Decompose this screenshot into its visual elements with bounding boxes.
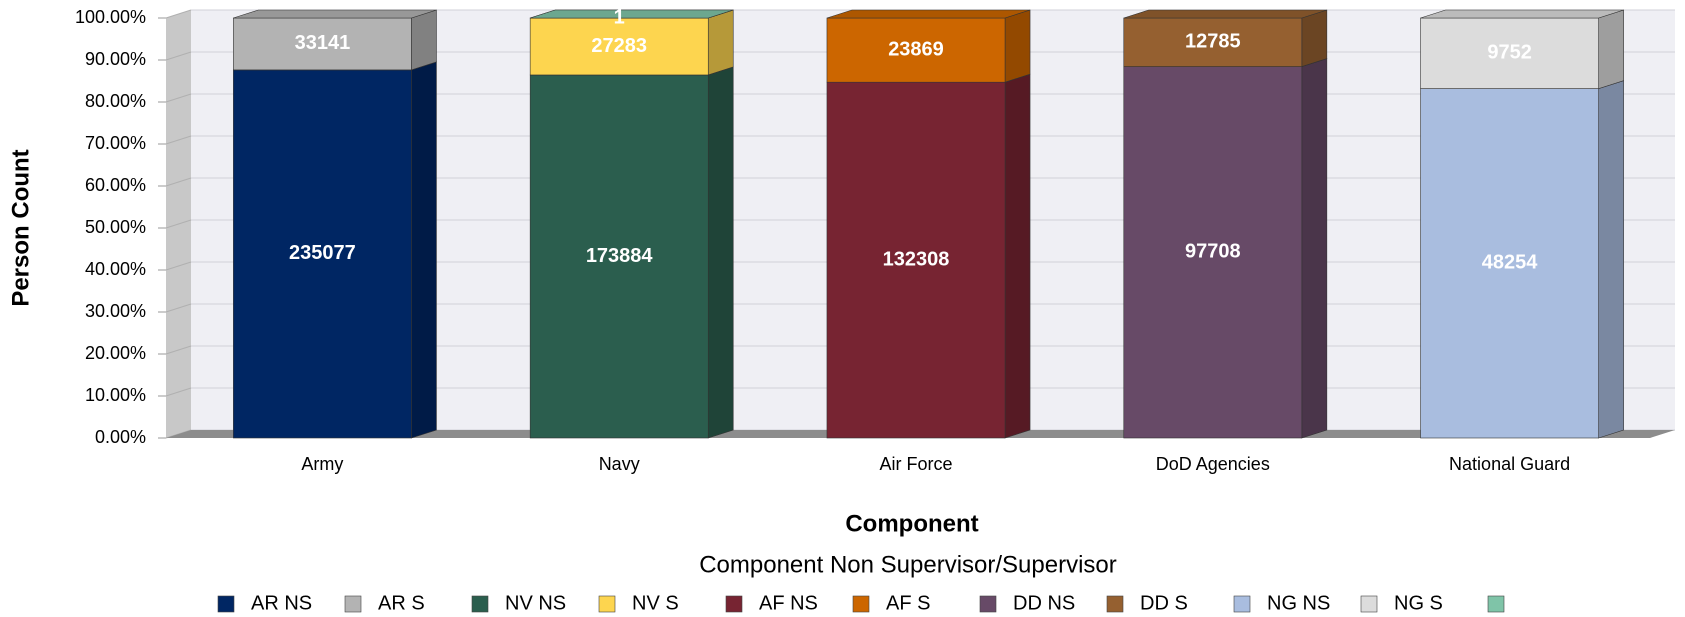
y-tick-label: 60.00% bbox=[85, 175, 146, 195]
bar-side bbox=[1004, 9, 1031, 83]
bar-segment bbox=[1123, 17, 1303, 67]
legend-title: Component Non Supervisor/Supervisor bbox=[699, 551, 1117, 578]
y-tick-label: 90.00% bbox=[85, 49, 146, 69]
value-label: 97708 bbox=[1185, 241, 1241, 263]
bar-top bbox=[530, 9, 734, 19]
value-label: 12785 bbox=[1185, 31, 1241, 53]
bar-segment bbox=[1123, 66, 1303, 439]
legend-swatch bbox=[725, 595, 743, 613]
x-tick-label: Army bbox=[301, 454, 343, 474]
x-axis-title: Component bbox=[845, 510, 978, 537]
y-tick-label: 30.00% bbox=[85, 301, 146, 321]
bar-side bbox=[707, 9, 734, 76]
value-label: 27283 bbox=[591, 35, 647, 57]
y-tick-label: 70.00% bbox=[85, 133, 146, 153]
legend-label: AR NS bbox=[251, 592, 312, 614]
y-tick-label: 80.00% bbox=[85, 91, 146, 111]
bar-side bbox=[1004, 73, 1031, 439]
grid-line bbox=[165, 219, 192, 229]
bar-side bbox=[411, 61, 437, 439]
y-tick-label: 10.00% bbox=[85, 385, 146, 405]
legend-label: AF NS bbox=[759, 592, 818, 614]
bar-segment bbox=[1420, 17, 1599, 89]
grid-line bbox=[165, 345, 192, 355]
y-axis-title: Person Count bbox=[7, 149, 34, 306]
legend-label: AF S bbox=[886, 592, 930, 614]
legend-label: NV S bbox=[632, 592, 679, 614]
grid-line bbox=[165, 303, 192, 313]
value-label: 1 bbox=[614, 6, 625, 28]
value-label: 48254 bbox=[1482, 252, 1538, 274]
grid-line bbox=[165, 261, 192, 271]
legend-swatch bbox=[1106, 595, 1124, 613]
value-label: 23869 bbox=[888, 38, 944, 60]
legend-swatch bbox=[1360, 595, 1378, 613]
legend-swatch bbox=[1487, 595, 1505, 613]
legend-swatch bbox=[852, 595, 870, 613]
legend-swatch bbox=[344, 595, 362, 613]
bar-top bbox=[233, 9, 437, 19]
x-tick-label: National Guard bbox=[1449, 454, 1570, 474]
bar-segment bbox=[233, 69, 412, 439]
bar-segment bbox=[826, 17, 1006, 83]
legend-swatch bbox=[1233, 595, 1251, 613]
bar-segment bbox=[529, 74, 709, 439]
legend-label: NG S bbox=[1394, 592, 1443, 614]
bar-top bbox=[1420, 9, 1624, 19]
legend-swatch bbox=[471, 595, 489, 613]
bar-side bbox=[707, 66, 734, 439]
legend-swatch bbox=[598, 595, 616, 613]
value-label: 173884 bbox=[586, 245, 654, 267]
grid-line bbox=[165, 387, 192, 397]
value-label: 235077 bbox=[289, 242, 356, 264]
grid-line bbox=[165, 177, 192, 187]
x-tick-label: DoD Agencies bbox=[1156, 454, 1270, 474]
value-label: 9752 bbox=[1487, 42, 1532, 64]
y-tick-label: 50.00% bbox=[85, 217, 146, 237]
bar-segment bbox=[233, 17, 412, 71]
bar-side bbox=[1301, 9, 1328, 68]
legend-swatch bbox=[217, 595, 235, 613]
y-tick-label: 40.00% bbox=[85, 259, 146, 279]
legend-swatch bbox=[979, 595, 997, 613]
x-tick-label: Air Force bbox=[879, 454, 952, 474]
bar-top bbox=[826, 9, 1031, 19]
bar-side bbox=[1301, 58, 1328, 439]
grid-line bbox=[165, 93, 192, 103]
y-tick-label: 0.00% bbox=[95, 427, 146, 447]
bar-side bbox=[411, 9, 437, 71]
legend-label: NG NS bbox=[1267, 592, 1330, 614]
bar-side bbox=[1598, 80, 1624, 439]
value-label: 33141 bbox=[295, 32, 351, 54]
legend-label: AR S bbox=[378, 592, 425, 614]
value-label: 132308 bbox=[883, 248, 950, 270]
bar-side bbox=[1598, 9, 1624, 90]
grid-line bbox=[165, 9, 192, 19]
grid-line bbox=[165, 51, 192, 61]
x-tick-label: Navy bbox=[599, 454, 640, 474]
bar-segment bbox=[529, 17, 709, 76]
y-tick-label: 20.00% bbox=[85, 343, 146, 363]
legend-label: DD S bbox=[1140, 592, 1188, 614]
grid-line bbox=[165, 135, 192, 145]
y-tick-label: 100.00% bbox=[75, 7, 146, 27]
bar-top bbox=[1123, 9, 1327, 19]
legend-label: DD NS bbox=[1013, 592, 1075, 614]
legend-label: NV NS bbox=[505, 592, 566, 614]
bar-segment bbox=[826, 81, 1006, 439]
